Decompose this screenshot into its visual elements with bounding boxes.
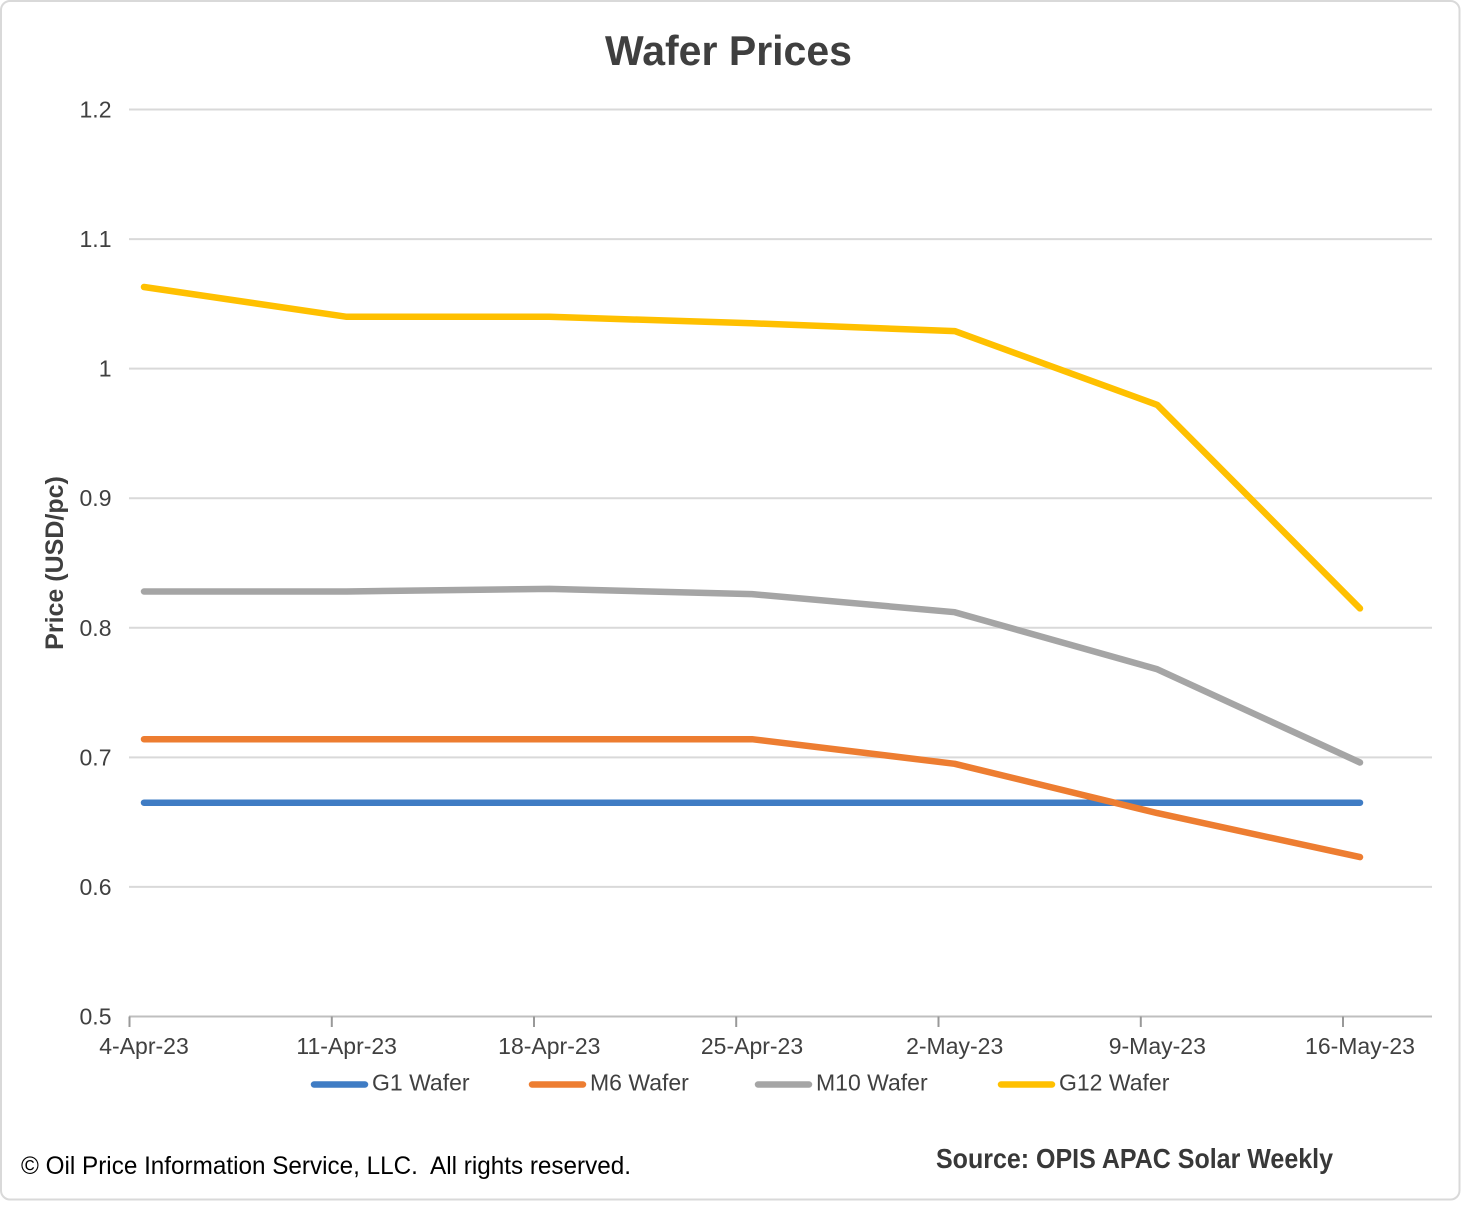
svg-text:4-Apr-23: 4-Apr-23 [99,1033,188,1059]
svg-text:18-Apr-23: 18-Apr-23 [498,1033,600,1059]
svg-text:1.1: 1.1 [80,226,112,252]
svg-text:0.8: 0.8 [80,615,112,641]
svg-text:9-May-23: 9-May-23 [1109,1033,1206,1059]
svg-text:11-Apr-23: 11-Apr-23 [296,1033,397,1059]
svg-text:G12 Wafer: G12 Wafer [1059,1070,1170,1096]
svg-text:M6 Wafer: M6 Wafer [590,1070,689,1096]
svg-text:G1 Wafer: G1 Wafer [372,1070,470,1096]
svg-text:2-May-23: 2-May-23 [906,1033,1003,1059]
svg-text:Wafer Prices: Wafer Prices [605,27,852,74]
svg-text:25-Apr-23: 25-Apr-23 [701,1033,803,1059]
svg-text:16-May-23: 16-May-23 [1305,1033,1415,1059]
svg-text:0.9: 0.9 [80,485,112,511]
svg-text:0.5: 0.5 [80,1004,112,1030]
svg-text:0.6: 0.6 [80,874,112,900]
svg-text:1.2: 1.2 [80,97,112,123]
svg-text:© Oil Price Information Servic: © Oil Price Information Service, LLC. Al… [21,1152,631,1180]
svg-text:Price (USD/pc): Price (USD/pc) [41,476,69,650]
svg-text:M10 Wafer: M10 Wafer [816,1070,928,1096]
svg-text:1: 1 [99,356,112,382]
svg-text:Source: OPIS APAC Solar Weekly: Source: OPIS APAC Solar Weekly [936,1143,1333,1174]
svg-text:0.7: 0.7 [80,744,112,770]
